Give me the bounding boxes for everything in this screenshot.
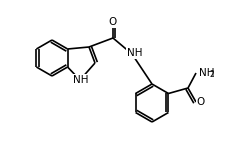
Text: 2: 2: [209, 70, 214, 79]
Text: NH: NH: [198, 68, 214, 78]
Text: O: O: [196, 97, 204, 107]
Text: NH: NH: [73, 75, 88, 85]
Text: NH: NH: [127, 48, 142, 58]
Text: O: O: [108, 17, 117, 27]
